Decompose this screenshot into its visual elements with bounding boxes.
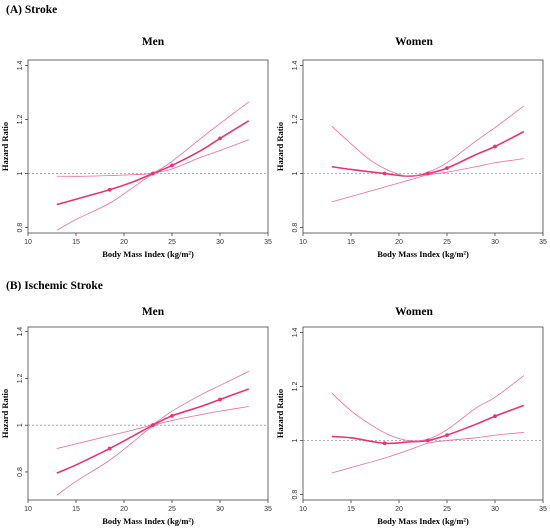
x-tick-label: 25 [443, 239, 451, 246]
x-tick-label: 15 [347, 239, 355, 246]
data-point [107, 187, 112, 192]
data-point [493, 144, 497, 149]
x-axis-title: Body Mass Index (kg/m²) [102, 516, 194, 526]
y-tick-label: 0.8 [17, 467, 24, 477]
data-point [445, 166, 449, 171]
series-line-ci-upper [331, 375, 525, 442]
y-tick-label: 1.4 [17, 327, 24, 337]
y-tick-label: 1 [292, 438, 299, 442]
data-point [218, 397, 222, 402]
series-line-estimate [331, 130, 525, 178]
chart-stroke-women: 10 15 20 25 30 35 0.8 1 1.2 1.4 Body Mass Index (k… [275, 59, 547, 259]
series-line-ci-lower [56, 139, 249, 231]
x-tick-label: 35 [264, 506, 272, 513]
plot-frame [302, 59, 544, 234]
data-point [218, 136, 222, 141]
panel-title-ischemic-men: Men [141, 306, 165, 318]
y-axis-title: Hazard Ratio [275, 122, 285, 171]
y-axis-title: Hazard Ratio [275, 389, 285, 438]
x-axis-title: Body Mass Index (kg/m²) [377, 516, 469, 526]
section-title-stroke: (A) Stroke [6, 4, 58, 16]
y-tick-label: 1 [17, 423, 24, 427]
x-tick-label: 15 [72, 506, 80, 513]
y-tick-label: 1.4 [17, 60, 24, 70]
x-tick-label: 30 [491, 506, 499, 513]
x-tick-label: 10 [24, 506, 32, 513]
x-tick-label: 35 [539, 239, 547, 246]
data-point [150, 423, 155, 428]
x-tick-label: 30 [216, 506, 224, 513]
x-tick-label: 20 [120, 239, 128, 246]
plot-frame [27, 326, 269, 501]
data-point [170, 413, 174, 418]
y-tick-label: 0.8 [292, 490, 299, 500]
y-tick-label: 1.2 [17, 114, 24, 124]
y-tick-label: 1.4 [292, 327, 299, 337]
x-tick-label: 25 [168, 239, 176, 246]
chart-stroke-men: 10 15 20 25 30 35 0.8 1 1.2 1.4 Body Mass Index (k… [0, 59, 272, 259]
x-tick-label: 10 [299, 506, 307, 513]
panel-title-stroke-women: Women [395, 36, 433, 48]
plot-frame [302, 326, 544, 501]
panel-title-ischemic-women: Women [395, 306, 433, 318]
x-tick-label: 10 [24, 239, 32, 246]
series-line-ci-lower [331, 158, 524, 203]
data-point [382, 171, 387, 176]
x-tick-label: 20 [120, 506, 128, 513]
x-tick-label: 25 [168, 506, 176, 513]
series-line-estimate [56, 388, 250, 474]
x-tick-label: 30 [216, 239, 224, 246]
data-point [107, 446, 112, 451]
y-tick-label: 1.2 [292, 381, 299, 391]
x-tick-label: 30 [491, 239, 499, 246]
series-line-estimate [331, 404, 525, 445]
chart-ischemic-women: 10 15 20 25 30 35 0.8 1 1.2 1.4 Body Mass Index (k… [275, 326, 547, 526]
series-line-ci-lower [331, 432, 524, 474]
chart-ischemic-men: 10 15 20 25 30 35 0.8 1 1.2 1.4 Body Mass Index (k… [0, 326, 272, 526]
y-tick-label: 1.2 [292, 114, 299, 124]
series-line-ci-upper [331, 105, 525, 177]
y-axis-title: Hazard Ratio [0, 122, 10, 171]
x-tick-label: 15 [347, 506, 355, 513]
section-title-ischemic-stroke: (B) Ischemic Stroke [6, 280, 103, 292]
x-tick-label: 35 [539, 506, 547, 513]
x-tick-label: 10 [299, 239, 307, 246]
data-point [425, 438, 430, 443]
data-point [493, 414, 497, 419]
x-tick-label: 15 [72, 239, 80, 246]
y-tick-label: 1.4 [292, 60, 299, 70]
panel-title-stroke-men: Men [141, 36, 165, 48]
x-tick-label: 20 [395, 506, 403, 513]
y-tick-label: 1 [292, 171, 299, 175]
y-tick-label: 1.2 [17, 373, 24, 383]
y-tick-label: 0.8 [292, 223, 299, 233]
data-point [445, 433, 449, 438]
data-point [150, 171, 155, 176]
x-tick-label: 25 [443, 506, 451, 513]
series-line-estimate [56, 120, 250, 206]
data-point [425, 171, 430, 176]
x-tick-label: 35 [264, 239, 272, 246]
y-axis-title: Hazard Ratio [0, 389, 10, 438]
x-axis-title: Body Mass Index (kg/m²) [377, 249, 469, 259]
x-axis-title: Body Mass Index (kg/m²) [102, 249, 194, 259]
data-point [170, 163, 174, 168]
data-point [382, 441, 387, 446]
y-tick-label: 0.8 [17, 223, 24, 233]
y-tick-label: 1 [17, 171, 24, 175]
x-tick-label: 20 [395, 239, 403, 246]
series-line-ci-upper [56, 371, 249, 449]
plot-frame [27, 59, 269, 234]
series-line-ci-lower [56, 406, 249, 496]
